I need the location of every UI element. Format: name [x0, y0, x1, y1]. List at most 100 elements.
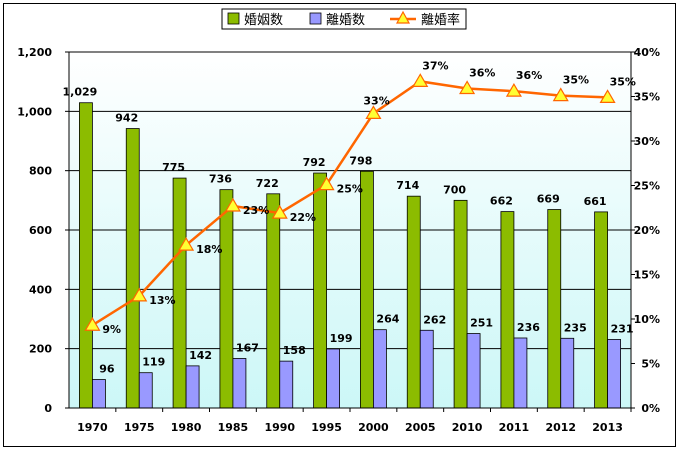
y-right-tick-label: 35%: [634, 91, 660, 104]
divorce-rate-marker: [459, 80, 476, 95]
divorce-data-label: 119: [142, 356, 165, 369]
y-right-tick-label: 40%: [634, 46, 660, 59]
divorce-data-label: 199: [330, 332, 353, 345]
y-left-tick-label: 600: [29, 224, 52, 237]
divorce-data-label: 142: [189, 349, 212, 362]
x-tick-label: 2000: [358, 421, 389, 434]
x-tick-label: 1970: [77, 421, 108, 434]
y-left-tick-label: 1,200: [17, 46, 52, 59]
y-left-tick-label: 800: [29, 165, 52, 178]
legend-label: 離婚数: [326, 13, 365, 28]
divorce-rate-marker: [178, 236, 195, 251]
divorce-rate-marker: [224, 197, 241, 212]
x-tick-label: 2010: [452, 421, 483, 434]
rate-data-label: 37%: [422, 59, 448, 72]
divorce-data-label: 236: [517, 321, 540, 334]
divorce-bar: [373, 329, 387, 409]
marriage-data-label: 1,029: [63, 86, 98, 99]
divorce-data-label: 264: [376, 313, 399, 326]
marriage-bar: [453, 199, 468, 409]
rate-data-label: 23%: [243, 204, 269, 217]
divorce-rate-marker: [412, 73, 429, 87]
y-right-tick-label: 5%: [641, 358, 660, 371]
y-right-tick-label: 25%: [634, 180, 660, 193]
divorce-data-label: 96: [99, 363, 115, 376]
y-left-tick-label: 0: [44, 402, 52, 415]
x-tick-label: 2012: [545, 421, 576, 434]
divorce-bar: [326, 348, 340, 409]
divorce-data-label: 262: [423, 313, 446, 326]
y-right-tick-label: 10%: [634, 313, 660, 326]
marriage-bar: [266, 193, 281, 409]
x-tick-label: 1975: [124, 421, 155, 434]
marriage-data-label: 792: [303, 156, 326, 169]
divorce-bar: [92, 379, 106, 409]
rate-data-label: 36%: [469, 66, 495, 79]
y-left-tick-label: 200: [29, 343, 52, 356]
divorce-data-label: 231: [611, 322, 634, 335]
marriage-data-label: 662: [490, 195, 513, 208]
divorce-rate-marker: [552, 87, 569, 102]
divorce-rate-marker: [131, 287, 148, 302]
rate-data-label: 25%: [337, 183, 363, 196]
legend-marker: [395, 10, 411, 24]
marriage-bar: [125, 128, 140, 409]
x-tick-label: 1995: [311, 421, 342, 434]
legend: 婚姻数 離婚数 離婚率: [221, 8, 467, 30]
marriage-bar: [547, 209, 562, 409]
rate-data-label: 35%: [610, 75, 636, 88]
marriage-bar: [313, 172, 327, 409]
bars: [79, 102, 621, 409]
legend-label: 婚姻数: [244, 13, 283, 28]
divorce-bar: [138, 372, 153, 409]
rate-line: [84, 73, 616, 331]
marriage-bar: [406, 195, 421, 409]
divorce-bar: [513, 337, 528, 409]
marriage-data-label: 722: [256, 177, 279, 190]
marriage-data-label: 775: [162, 161, 185, 174]
divorce-rate-marker: [599, 89, 616, 103]
y-right-tick-label: 0%: [641, 402, 660, 415]
divorce-data-label: 158: [283, 344, 306, 357]
rate-data-label: 18%: [196, 243, 222, 256]
marriage-data-label: 661: [584, 195, 607, 208]
marriage-bar: [360, 170, 374, 409]
divorce-rate-marker: [84, 317, 101, 331]
axes: 0 200 400 600 800 1,000 1,200 0% 5% 10% 15% 20% 25% 3…: [17, 46, 660, 434]
rate-data-label: 22%: [290, 211, 316, 224]
marriage-data-label: 714: [396, 179, 419, 192]
x-tick-label: 2013: [592, 421, 623, 434]
divorce-bar: [607, 339, 621, 409]
divorce-data-label: 235: [564, 321, 587, 334]
legend-swatch: [309, 12, 322, 25]
divorce-data-label: 167: [236, 341, 259, 354]
marriage-bar: [79, 102, 93, 409]
data-labels: 1,029 942 775 736 722 792 798 714 700 662 669 661 96…: [63, 59, 636, 375]
rate-data-label: 13%: [149, 294, 175, 307]
y-right-tick-label: 15%: [634, 269, 660, 282]
marriage-bar: [594, 211, 608, 409]
legend-label: 離婚率: [421, 12, 460, 28]
divorce-rate-marker: [318, 176, 335, 191]
divorce-bar: [560, 337, 575, 409]
x-tick-label: 2011: [499, 421, 530, 434]
divorce-data-label: 251: [470, 317, 493, 330]
divorce-rate-marker: [365, 105, 382, 120]
divorce-bar: [279, 360, 294, 409]
divorce-bar: [466, 333, 481, 409]
marriage-data-label: 942: [115, 112, 138, 125]
y-left-tick-label: 1,000: [17, 105, 52, 118]
rate-data-label: 35%: [563, 74, 589, 87]
divorce-rate-marker: [271, 204, 288, 219]
rate-data-label: 9%: [102, 323, 121, 336]
rate-data-label: 33%: [363, 94, 389, 107]
marriage-data-label: 736: [209, 173, 232, 186]
divorce-rate-marker: [505, 82, 522, 97]
rate-data-label: 36%: [516, 69, 542, 82]
marriage-data-label: 669: [537, 193, 560, 206]
divorce-rate-line: [91, 80, 608, 327]
y-left-tick-label: 400: [29, 283, 52, 296]
divorce-bar: [419, 329, 434, 409]
x-tick-label: 1980: [171, 421, 202, 434]
